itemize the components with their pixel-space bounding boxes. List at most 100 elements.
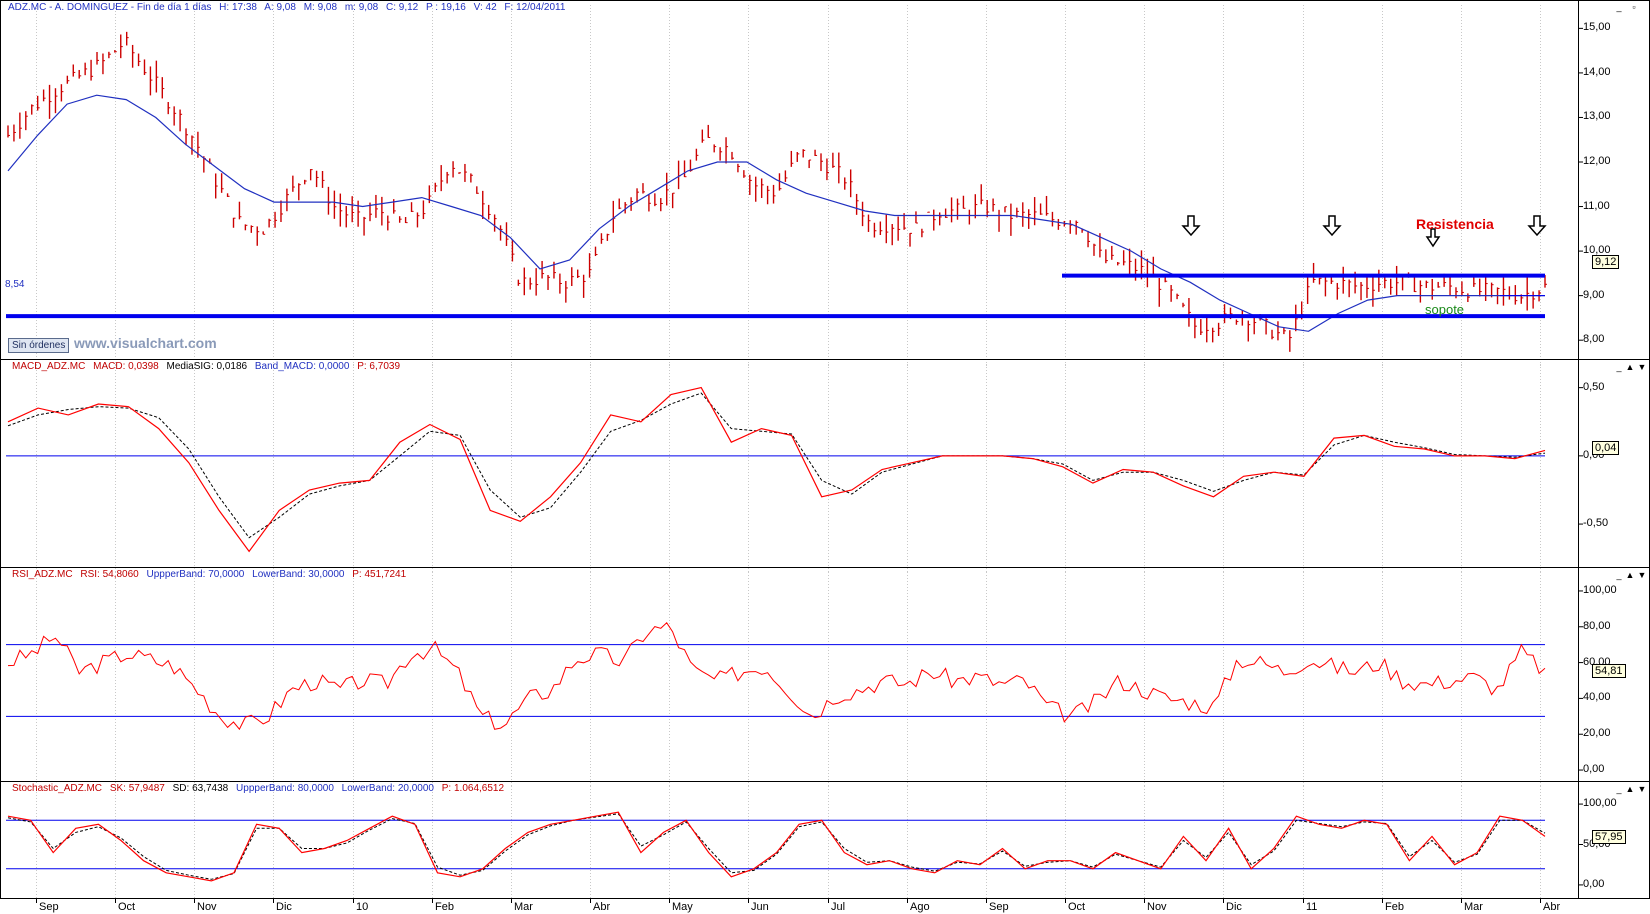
y-axis-tick-label: 40,00 [1583, 691, 1611, 704]
x-axis-label: Mar [514, 901, 533, 913]
down-arrow-icon [1425, 228, 1441, 248]
y-axis-tick-label: 8,00 [1583, 333, 1605, 346]
stoch-header-lower: LowerBand: 20,0000 [341, 783, 434, 794]
y-axis-tick-label: 80,00 [1583, 619, 1611, 632]
panel-frame [0, 359, 1650, 568]
x-axis-label: Oct [1068, 901, 1086, 913]
y-axis-tick-label: 13,00 [1583, 110, 1611, 123]
y-axis-tick-label: 0,00 [1583, 877, 1605, 890]
price-header-open: A: 9,08 [264, 2, 296, 13]
rsi-header-rsi: RSI: 54,8060 [80, 569, 139, 580]
x-axis-label: Nov [197, 901, 217, 913]
macd-header-name: MACD_ADZ.MC [12, 361, 86, 372]
x-axis-label: 11 [1306, 901, 1318, 913]
panel-frame [0, 781, 1650, 899]
price-minimize-icon[interactable]: _ [1616, 2, 1622, 12]
y-axis-tick-label: 11,00 [1583, 199, 1610, 212]
macd-header-signal: MediaSIG: 0,0186 [166, 361, 248, 372]
macd-line [7, 386, 1546, 553]
macd-header-band: Band_MACD: 0,0000 [254, 361, 350, 372]
stoch-panel-header: Stochastic_ADZ.MC SK: 57,9487 SD: 63,743… [12, 783, 509, 794]
watermark-text: www.visualchart.com [74, 335, 217, 351]
rsi-header-p: P: 451,7241 [352, 569, 407, 580]
price-header-close: C: 9,12 [385, 2, 419, 13]
rsi-header-lower: LowerBand: 30,0000 [252, 569, 345, 580]
resistance-label: Resistencia [1416, 216, 1494, 232]
rsi-down-icon[interactable]: ▼ [1637, 570, 1647, 580]
x-axis-label: Oct [118, 901, 136, 913]
support-label: sopote [1425, 302, 1465, 317]
price-maximize-icon[interactable]: ▫ [1632, 2, 1636, 12]
stoch-up-icon[interactable]: ▲ [1625, 784, 1635, 794]
down-arrow-icon [1527, 215, 1547, 237]
x-axis-label: Sep [39, 901, 59, 913]
x-axis-label: Dic [1226, 901, 1242, 913]
orders-status-button[interactable]: Sin órdenes [8, 338, 70, 353]
x-axis-label: Sep [989, 901, 1009, 913]
stoch-down-icon[interactable]: ▼ [1637, 784, 1647, 794]
y-axis-tick-label: 12,00 [1583, 155, 1611, 167]
rsi-up-icon[interactable]: ▲ [1625, 570, 1635, 580]
macd-up-icon[interactable]: ▲ [1625, 362, 1635, 372]
price-header-date: F: 12/04/2011 [504, 2, 566, 13]
stoch-header-upper: UppperBand: 80,0000 [236, 783, 334, 794]
x-axis-label: Mar [1464, 901, 1483, 913]
stoch-last-value: 57,95 [1592, 830, 1626, 844]
price-header-time: H: 17:38 [219, 2, 257, 13]
stoch-header-p: P: 1.064,6512 [441, 783, 505, 794]
y-axis-tick-label: 0,00 [1583, 763, 1605, 776]
macd-minimize-icon[interactable]: _ [1616, 362, 1622, 372]
stoch-sk-line [7, 811, 1546, 882]
macd-header-p: P: 6,7039 [357, 361, 400, 372]
macd-panel-header: MACD_ADZ.MC MACD: 0,0398 MediaSIG: 0,018… [12, 361, 405, 372]
x-axis-label: Abr [1543, 901, 1561, 913]
moving-average-line [7, 94, 1545, 332]
annotation-layer [6, 215, 1547, 319]
grid-layer [36, 5, 1583, 903]
y-axis-tick-label: -0,50 [1583, 517, 1609, 530]
price-header-p: P : 19,16 [426, 2, 466, 13]
stoch-sd-line [7, 813, 1546, 880]
x-axis-label: Jun [751, 901, 769, 913]
stoch-header-name: Stochastic_ADZ.MC [12, 783, 103, 794]
x-axis-label: Jul [831, 901, 846, 913]
rsi-panel-header: RSI_ADZ.MC RSI: 54,8060 UppperBand: 70,0… [12, 569, 411, 580]
x-axis-label: Abr [593, 901, 611, 913]
rsi-minimize-icon[interactable]: _ [1616, 570, 1622, 580]
rsi-header-name: RSI_ADZ.MC [12, 569, 73, 580]
stoch-header-sk: SK: 57,9487 [109, 783, 165, 794]
panel-frame [0, 0, 1650, 360]
support-level-value: 8,54 [5, 279, 25, 290]
x-axis-label: 10 [356, 901, 369, 913]
down-arrow-icon [1181, 215, 1201, 237]
x-axis-label: Feb [1385, 901, 1404, 913]
y-axis-tick-label: 10,00 [1583, 244, 1611, 257]
rsi-line [7, 622, 1546, 731]
macd-header-macd: MACD: 0,0398 [93, 361, 159, 372]
price-series [7, 31, 1547, 352]
x-axis-label: Dic [276, 901, 292, 913]
macd-signal-line [7, 392, 1546, 539]
price-header-high: M: 9,08 [303, 2, 338, 13]
panel-frame [0, 567, 1650, 782]
rsi-last-value: 54,81 [1592, 664, 1626, 678]
y-axis-tick-label: 0,50 [1583, 380, 1605, 393]
macd-down-icon[interactable]: ▼ [1637, 362, 1647, 372]
price-header-volume: V: 42 [473, 2, 497, 13]
x-axis-label: Nov [1147, 901, 1167, 913]
price-header-symbol: ADZ.MC - A. DOMINGUEZ - Fin de día 1 día… [8, 2, 212, 13]
y-axis-tick-label: 9,00 [1583, 288, 1605, 301]
x-axis-label: Feb [435, 901, 454, 913]
macd-last-value: 0,04 [1592, 441, 1620, 455]
y-axis-tick-label: 100,00 [1583, 797, 1617, 810]
x-axis-label: Ago [910, 901, 930, 913]
stoch-header-sd: SD: 63,7438 [172, 783, 229, 794]
y-axis-tick-label: 100,00 [1583, 583, 1617, 596]
y-axis-tick-label: 14,00 [1583, 65, 1611, 78]
price-last-value: 9,12 [1592, 255, 1620, 269]
x-axis-label: May [672, 901, 693, 913]
down-arrow-icon [1322, 215, 1342, 237]
price-header-low: m: 9,08 [344, 2, 379, 13]
stoch-minimize-icon[interactable]: _ [1616, 784, 1622, 794]
